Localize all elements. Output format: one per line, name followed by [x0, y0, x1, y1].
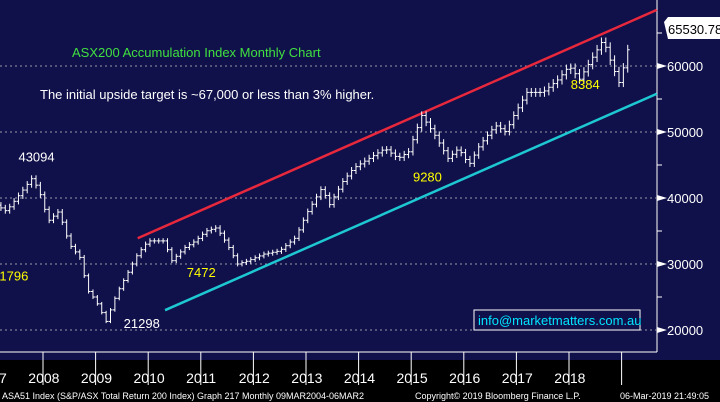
annotation-label: 8384 [571, 77, 600, 92]
x-tick-label: 2010 [134, 370, 165, 386]
last-value-tag: 65530.78 [664, 17, 720, 39]
plot-background [0, 0, 720, 360]
upper-channel-trendline [137, 8, 658, 240]
x-tick-label: 2015 [397, 370, 428, 386]
y-tick-label: 40000 [667, 191, 703, 206]
info-box [473, 309, 641, 331]
x-tick-label: 2007 [0, 370, 7, 386]
y-tick-marker [657, 327, 667, 333]
annotation-label: 21298 [124, 316, 160, 331]
annotation-label: 21796 [0, 269, 28, 284]
y-tick-marker [657, 195, 667, 201]
x-tick-label: 2011 [186, 370, 216, 386]
y-tick-label: 50000 [667, 125, 703, 140]
x-tick-label: 2018 [554, 370, 585, 386]
annotation-label: 9280 [413, 170, 442, 185]
y-tick-marker [657, 261, 667, 267]
x-tick-label: 2008 [28, 370, 59, 386]
x-tick-label: 2016 [449, 370, 480, 386]
footer-timestamp: 06-Mar-2019 21:49:05 [620, 391, 709, 401]
y-tick-label: 30000 [667, 257, 703, 272]
footer-source: ASA51 Index (S&P/ASX Total Return 200 In… [2, 391, 364, 401]
y-tick-marker [657, 129, 667, 135]
y-tick-label: 60000 [667, 59, 703, 74]
lower-channel-trendline [164, 92, 658, 312]
y-tick-marker [657, 63, 667, 69]
footer-copyright: Copyright© 2019 Bloomberg Finance L.P. [415, 391, 581, 401]
last-value-label: 65530.78 [668, 22, 720, 37]
info-email[interactable]: info@marketmatters.com.au [478, 313, 641, 328]
chart-subtitle: The initial upside target is ~67,000 or … [40, 87, 374, 102]
x-tick-label: 2017 [502, 370, 533, 386]
chart-title: ASX200 Accumulation Index Monthly Chart [72, 45, 321, 60]
x-tick-label: 2009 [81, 370, 112, 386]
x-tick-label: 2014 [344, 370, 375, 386]
y-tick-label: 20000 [667, 323, 703, 338]
x-tick-label: 2012 [239, 370, 270, 386]
annotation-label: 7472 [187, 265, 216, 280]
x-tick-label: 2013 [291, 370, 322, 386]
annotation-label: 43094 [18, 150, 54, 165]
